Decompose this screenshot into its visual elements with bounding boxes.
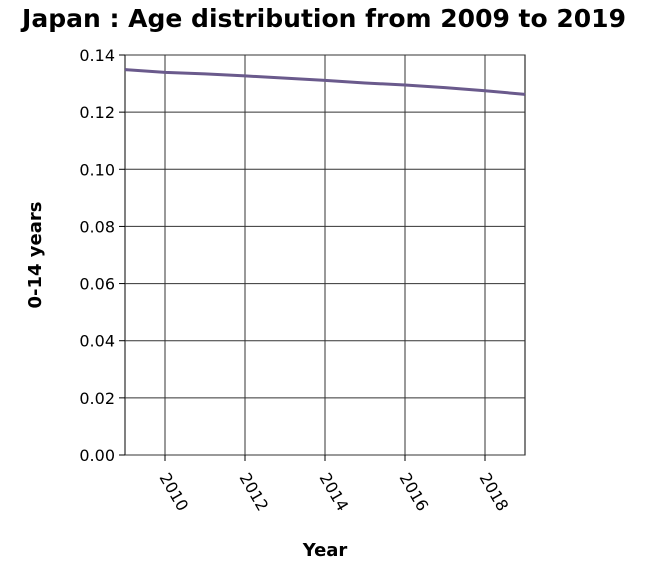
y-tick-label: 0.00 [79,446,115,465]
x-tick-label: 2014 [316,470,353,515]
y-tick-label: 0.12 [79,103,115,122]
y-tick-label: 0.02 [79,389,115,408]
series-line [124,68,526,96]
y-tick-label: 0.14 [79,46,115,65]
x-axis-label: Year [302,540,348,561]
y-tick-label: 0.04 [79,332,115,351]
y-tick-label: 0.08 [79,217,115,236]
y-tick-label: 0.10 [79,160,115,179]
y-tick-label: 0.06 [79,275,115,294]
chart-title: Japan : Age distribution from 2009 to 20… [22,4,626,33]
x-axis-ticks: 2010 2012 2014 2016 2018 [156,455,513,515]
x-tick-label: 2018 [476,470,513,515]
grid-lines [124,54,526,456]
x-tick-label: 2016 [396,470,433,515]
x-tick-label: 2010 [156,470,193,515]
y-axis-ticks: 0.00 0.02 0.04 0.06 0.08 0.10 0.12 0.14 [79,46,125,465]
x-tick-label: 2012 [236,470,273,515]
y-axis-label: 0-14 years [25,202,46,309]
